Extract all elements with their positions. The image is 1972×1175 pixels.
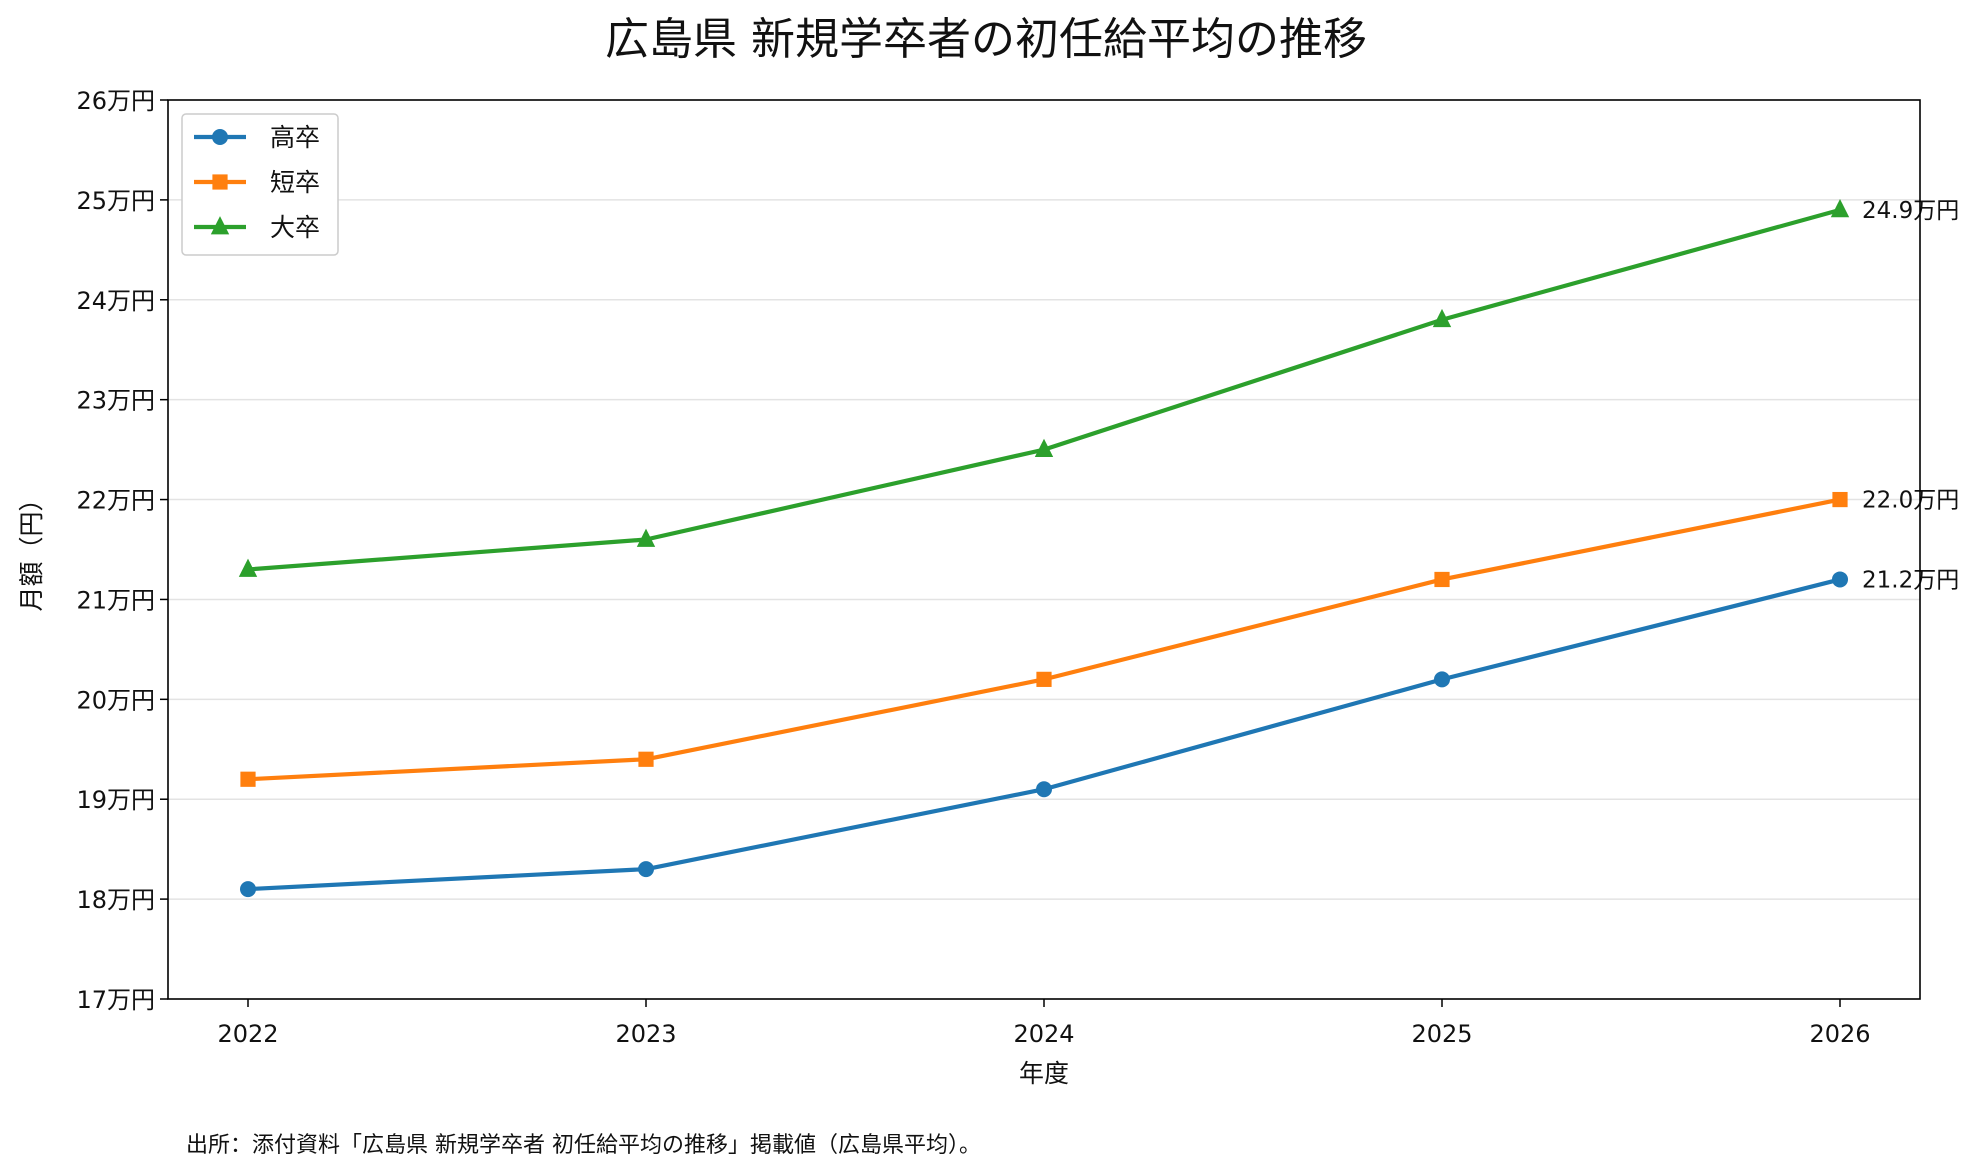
y-tick-label: 17万円	[76, 986, 155, 1014]
series-2: 22.0万円	[240, 488, 1959, 787]
y-tick-label: 18万円	[76, 886, 155, 914]
data-point	[1832, 491, 1848, 508]
y-tick-label: 20万円	[76, 686, 155, 714]
data-point	[1432, 308, 1452, 328]
data-point	[638, 861, 654, 878]
series-3: 24.9万円	[238, 198, 1959, 577]
legend-marker	[210, 216, 230, 235]
data-point	[1832, 571, 1848, 588]
legend-item: 高卒	[194, 123, 320, 152]
end-value-label: 21.2万円	[1862, 567, 1959, 593]
y-tick-label: 22万円	[76, 487, 155, 515]
data-point	[240, 771, 256, 787]
data-point	[636, 528, 656, 547]
data-point	[638, 751, 654, 767]
data-point	[1036, 781, 1052, 798]
chart-title: 広島県 新規学卒者の初任給平均の推移	[605, 14, 1367, 65]
data-point	[1434, 571, 1450, 588]
series-layer: 21.2万円 22.0万円 24.9万円	[238, 198, 1959, 898]
legend-marker	[212, 174, 228, 190]
y-tick-label: 19万円	[76, 786, 155, 814]
x-tick-label: 2022	[217, 1020, 278, 1048]
y-axis-label: 月額（円）	[17, 486, 46, 611]
legend-item: 大卒	[194, 213, 320, 242]
legend-label: 大卒	[270, 213, 320, 242]
data-point	[1034, 438, 1054, 458]
legend-label: 高卒	[270, 123, 320, 152]
y-tick-label: 24万円	[76, 287, 155, 315]
x-axis-ticks: 2022 2023 2024 2025 2026	[217, 999, 1871, 1048]
series-line	[245, 577, 1843, 892]
y-tick-label: 21万円	[76, 586, 155, 614]
legend-item: 短卒	[194, 168, 320, 197]
data-point	[1434, 671, 1450, 688]
grid-lines	[168, 199, 1920, 900]
y-tick-label: 26万円	[76, 87, 155, 115]
source-note: 出所：添付資料「広島県 新規学卒者 初任給平均の推移」掲載値（広島県平均）。	[186, 1133, 981, 1158]
y-axis-ticks: 17万円 18万円 19万円 20万円 21万円 22万円 23万円 24万円 25万円 26万円	[76, 87, 168, 1014]
x-axis-label: 年度	[1019, 1059, 1069, 1088]
end-value-label: 22.0万円	[1862, 488, 1959, 514]
data-point	[1830, 198, 1850, 218]
x-tick-label: 2026	[1809, 1020, 1870, 1048]
data-point	[238, 558, 258, 577]
series-1: 21.2万円	[240, 567, 1959, 898]
plot-frame	[167, 99, 1921, 1000]
y-tick-label: 23万円	[76, 387, 155, 415]
x-tick-label: 2023	[615, 1020, 676, 1048]
series-line	[245, 207, 1843, 572]
x-tick-label: 2025	[1411, 1020, 1472, 1048]
legend-marker	[212, 129, 228, 145]
end-value-label: 24.9万円	[1862, 198, 1959, 224]
data-point	[240, 881, 256, 898]
data-point	[1036, 671, 1052, 687]
y-tick-label: 25万円	[76, 187, 155, 215]
legend-label: 短卒	[270, 168, 320, 197]
x-tick-label: 2024	[1013, 1020, 1074, 1048]
